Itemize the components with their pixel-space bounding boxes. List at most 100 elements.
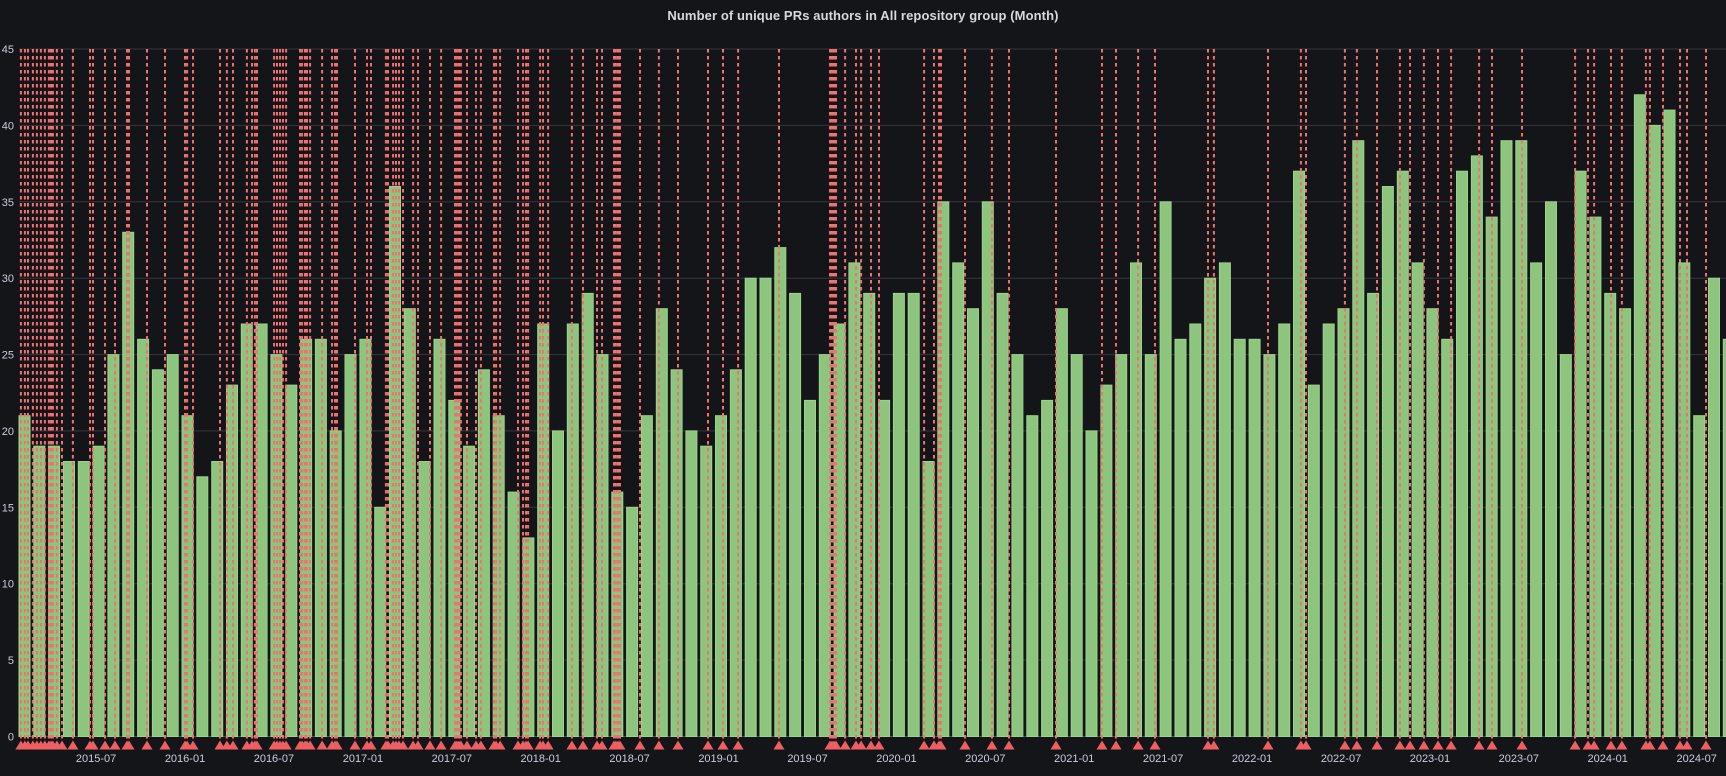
bar[interactable] xyxy=(418,461,431,737)
annotation-marker[interactable] xyxy=(56,740,68,750)
bar[interactable] xyxy=(1381,186,1394,737)
bar[interactable] xyxy=(1470,155,1483,737)
bar[interactable] xyxy=(1663,109,1676,738)
bar[interactable] xyxy=(1293,170,1305,737)
bar[interactable] xyxy=(1248,338,1261,737)
annotation-marker[interactable] xyxy=(717,740,729,750)
bar[interactable] xyxy=(1633,94,1646,738)
bar[interactable] xyxy=(789,292,802,737)
bar[interactable] xyxy=(1337,308,1350,737)
annotation-marker[interactable] xyxy=(732,740,744,750)
bar[interactable] xyxy=(715,415,727,737)
annotation-marker[interactable] xyxy=(830,740,842,750)
bar[interactable] xyxy=(1100,384,1113,737)
annotation-marker[interactable] xyxy=(596,740,608,750)
annotation-marker[interactable] xyxy=(251,740,263,750)
bar[interactable] xyxy=(314,338,327,737)
annotation-marker[interactable] xyxy=(1110,740,1122,750)
bar[interactable] xyxy=(1678,262,1691,737)
annotation-marker[interactable] xyxy=(1418,740,1430,750)
bar[interactable] xyxy=(1174,338,1187,737)
bar[interactable] xyxy=(996,292,1009,737)
bar[interactable] xyxy=(967,308,979,737)
annotation-marker[interactable] xyxy=(397,740,409,750)
bar[interactable] xyxy=(1426,308,1439,737)
annotation-marker[interactable] xyxy=(99,740,111,750)
bar[interactable] xyxy=(952,262,965,737)
bar[interactable] xyxy=(196,476,209,737)
bar[interactable] xyxy=(1367,292,1380,737)
annotation-marker[interactable] xyxy=(522,740,534,750)
bar[interactable] xyxy=(359,338,372,737)
bar[interactable] xyxy=(1396,170,1409,737)
annotation-marker[interactable] xyxy=(1445,740,1457,750)
annotation-marker[interactable] xyxy=(1432,740,1444,750)
annotation-marker[interactable] xyxy=(773,740,785,750)
annotation-marker[interactable] xyxy=(918,740,930,750)
bar[interactable] xyxy=(981,201,994,738)
annotation-marker[interactable] xyxy=(1003,740,1015,750)
annotation-marker[interactable] xyxy=(475,740,487,750)
bar[interactable] xyxy=(1115,354,1128,737)
annotation-marker[interactable] xyxy=(1473,740,1485,750)
bar[interactable] xyxy=(863,292,876,737)
bar[interactable] xyxy=(107,354,120,737)
annotation-marker[interactable] xyxy=(839,740,851,750)
annotation-marker[interactable] xyxy=(331,740,343,750)
annotation-marker[interactable] xyxy=(577,740,589,750)
bar[interactable] xyxy=(907,292,920,737)
annotation-marker[interactable] xyxy=(1132,740,1144,750)
bar[interactable] xyxy=(1055,308,1068,737)
bar[interactable] xyxy=(33,445,46,737)
annotation-marker[interactable] xyxy=(855,740,867,750)
bar[interactable] xyxy=(1070,354,1083,737)
bar[interactable] xyxy=(833,323,846,737)
bar[interactable] xyxy=(581,292,594,737)
bar[interactable] xyxy=(1026,415,1039,737)
bar[interactable] xyxy=(937,201,950,738)
bar[interactable] xyxy=(1144,354,1157,737)
annotation-marker[interactable] xyxy=(986,740,998,750)
bar[interactable] xyxy=(344,354,357,737)
annotation-marker[interactable] xyxy=(141,740,153,750)
annotation-marker[interactable] xyxy=(935,740,947,750)
bar[interactable] xyxy=(255,323,268,737)
annotation-marker[interactable] xyxy=(159,740,171,750)
bar[interactable] xyxy=(1085,430,1098,737)
annotation-marker[interactable] xyxy=(316,740,328,750)
annotation-marker[interactable] xyxy=(365,740,377,750)
bar[interactable] xyxy=(403,308,416,737)
annotation-marker[interactable] xyxy=(67,740,79,750)
bar[interactable] xyxy=(1693,415,1706,737)
bar[interactable] xyxy=(878,399,891,737)
bar[interactable] xyxy=(626,506,639,737)
bar[interactable] xyxy=(1589,216,1602,738)
bar[interactable] xyxy=(300,338,313,737)
bar[interactable] xyxy=(552,430,564,737)
annotation-marker[interactable] xyxy=(959,740,971,750)
bar[interactable] xyxy=(922,461,935,737)
bar[interactable] xyxy=(166,354,179,737)
bar[interactable] xyxy=(1189,323,1202,737)
bar[interactable] xyxy=(285,384,298,737)
bar[interactable] xyxy=(1130,262,1142,737)
annotation-marker[interactable] xyxy=(123,740,135,750)
bar[interactable] xyxy=(1545,201,1557,738)
annotation-marker[interactable] xyxy=(435,740,447,750)
annotation-marker[interactable] xyxy=(1096,740,1108,750)
bar[interactable] xyxy=(1559,354,1572,737)
annotation-marker[interactable] xyxy=(214,740,226,750)
annotation-marker[interactable] xyxy=(566,740,578,750)
annotation-marker[interactable] xyxy=(412,740,424,750)
bar[interactable] xyxy=(63,461,75,737)
bar[interactable] xyxy=(1278,323,1291,737)
annotation-marker[interactable] xyxy=(87,740,99,750)
annotation-marker[interactable] xyxy=(280,740,292,750)
bar[interactable] xyxy=(774,247,787,737)
annotation-marker[interactable] xyxy=(1404,740,1416,750)
annotation-marker[interactable] xyxy=(1339,740,1351,750)
annotation-marker[interactable] xyxy=(1644,740,1656,750)
bar[interactable] xyxy=(1456,170,1468,737)
annotation-marker[interactable] xyxy=(424,740,436,750)
bar[interactable] xyxy=(744,277,757,737)
